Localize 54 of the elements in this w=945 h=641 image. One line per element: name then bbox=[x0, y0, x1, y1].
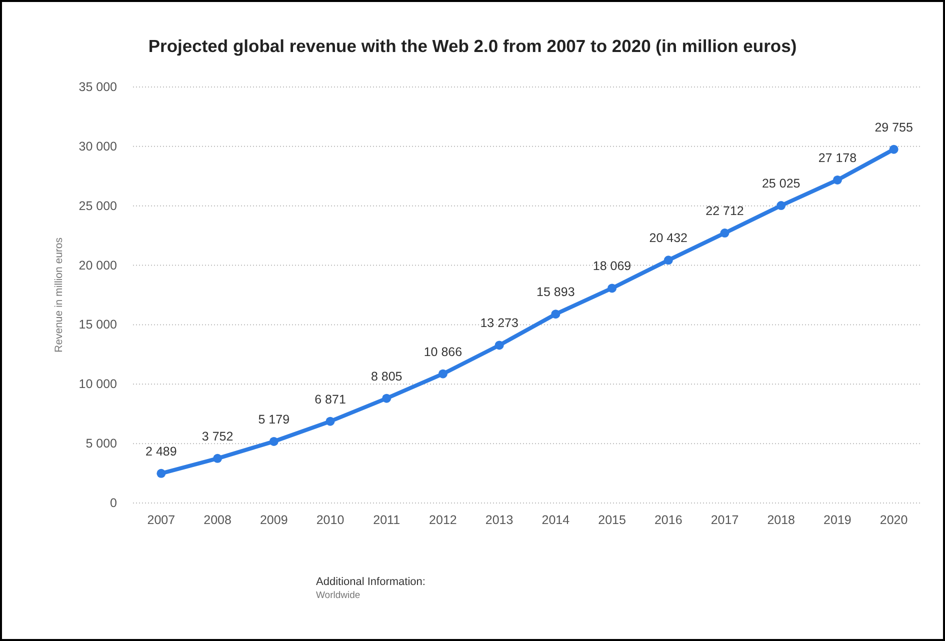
text: 5 179 bbox=[258, 412, 290, 426]
text: 13 273 bbox=[480, 316, 518, 330]
x-tick-label: 2017 bbox=[710, 513, 739, 527]
point bbox=[889, 144, 898, 154]
text: 20 432 bbox=[649, 231, 688, 246]
x-tick-label: 2008 bbox=[204, 513, 232, 527]
y-axis-title: Revenue in million euros bbox=[53, 238, 65, 352]
point bbox=[551, 310, 560, 319]
text: Worldwide bbox=[316, 590, 360, 601]
point bbox=[213, 454, 222, 463]
point bbox=[494, 340, 504, 350]
point bbox=[269, 436, 278, 446]
x-tick-label: 2012 bbox=[429, 513, 457, 527]
point bbox=[382, 394, 392, 403]
text: 2 489 bbox=[146, 444, 177, 458]
point bbox=[438, 369, 448, 378]
text: 29 755 bbox=[874, 120, 913, 134]
y-tick-label: 0 bbox=[110, 496, 118, 510]
x-tick-label: 2015 bbox=[598, 513, 626, 527]
y-tick-label: 5 000 bbox=[86, 436, 118, 451]
point bbox=[156, 468, 166, 478]
point bbox=[326, 416, 335, 426]
x-tick-label: 2007 bbox=[147, 513, 176, 527]
x-tick-label: 2011 bbox=[373, 513, 400, 527]
x-tick-label: 2009 bbox=[260, 513, 288, 527]
y-tick-label: 20 000 bbox=[78, 258, 118, 272]
point bbox=[720, 228, 730, 238]
text: 25 025 bbox=[762, 176, 800, 191]
y-tick-label: 10 000 bbox=[78, 377, 118, 392]
y-tick-label: 30 000 bbox=[78, 139, 118, 154]
point bbox=[664, 256, 673, 265]
point bbox=[608, 284, 617, 293]
text: 22 712 bbox=[706, 204, 744, 218]
text: 18 069 bbox=[592, 259, 632, 274]
text: 27 178 bbox=[818, 150, 857, 165]
y-tick-label: 15 000 bbox=[78, 318, 118, 332]
text: 3 752 bbox=[202, 429, 234, 444]
x-tick-label: 2016 bbox=[654, 513, 682, 527]
x-tick-label: 2020 bbox=[880, 513, 908, 527]
text: 10 866 bbox=[424, 344, 462, 359]
point bbox=[776, 201, 786, 210]
x-tick-label: 2019 bbox=[824, 513, 852, 527]
point bbox=[832, 175, 842, 184]
x-tick-label: 2018 bbox=[767, 513, 796, 527]
text: Additional Information: bbox=[316, 576, 426, 588]
x-tick-label: 2014 bbox=[542, 513, 570, 527]
chart-title: Projected global revenue with the Web 2.0 from 2007 to 2020 (in million euros) bbox=[148, 36, 797, 56]
y-tick-label: 35 000 bbox=[78, 80, 118, 94]
text: 8 805 bbox=[370, 369, 402, 384]
x-tick-label: 2013 bbox=[485, 513, 514, 527]
y-tick-label: 25 000 bbox=[78, 198, 118, 213]
text: 6 871 bbox=[314, 392, 346, 406]
x-tick-label: 2010 bbox=[316, 513, 344, 527]
text: 15 893 bbox=[536, 285, 575, 300]
